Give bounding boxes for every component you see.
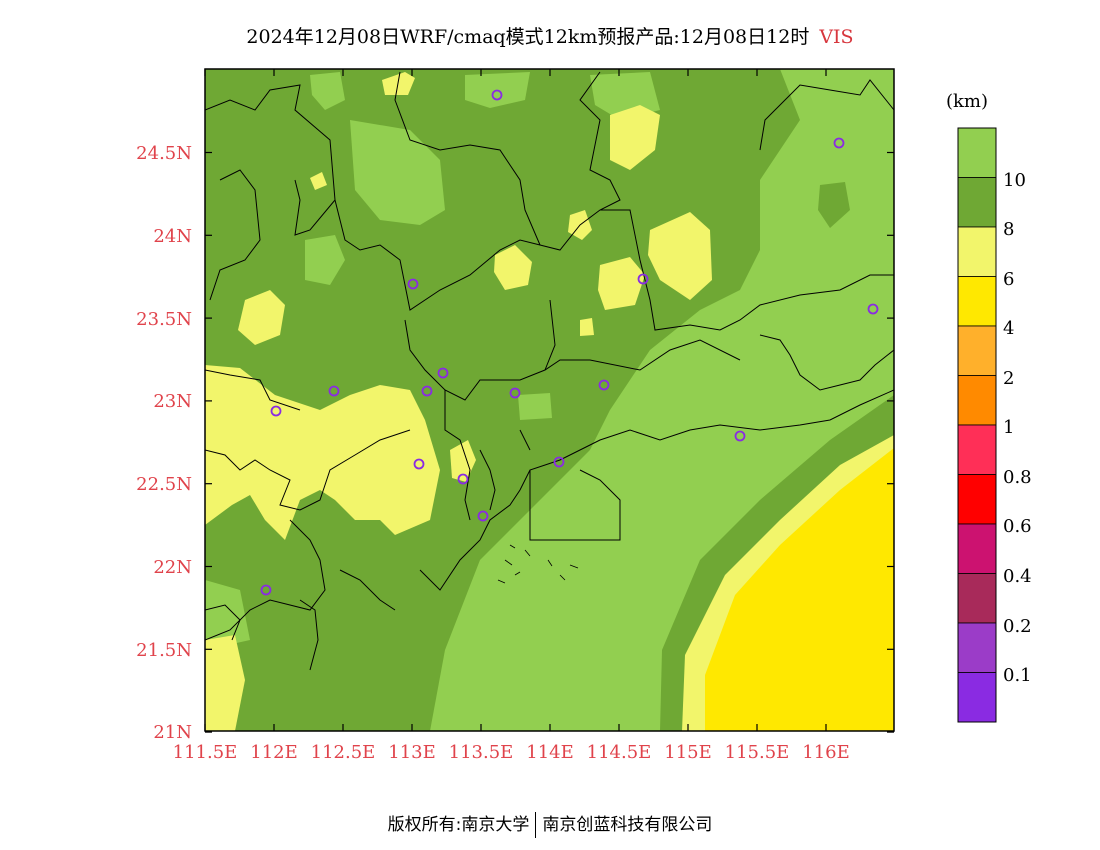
copyright-company: 南京创蓝科技有限公司 xyxy=(542,815,713,835)
x-tick-label: 115E xyxy=(664,742,712,763)
y-tick-label: 23.5N xyxy=(136,309,192,330)
station-marker xyxy=(413,458,425,470)
x-tick-label: 114E xyxy=(526,742,574,763)
colorbar-label: 1 xyxy=(1003,417,1014,438)
boundary-lines xyxy=(205,71,894,671)
copyright-footer: 版权所有:南京大学 南京创蓝科技有限公司 xyxy=(0,810,1100,838)
station-marker xyxy=(734,430,746,442)
colorbar-segment xyxy=(957,424,997,475)
colorbar-segment xyxy=(957,622,997,673)
station-marker xyxy=(437,367,449,379)
station-marker xyxy=(407,278,419,290)
variable-label: VIS xyxy=(819,26,854,48)
station-markers xyxy=(260,89,879,596)
colorbar-label: 0.8 xyxy=(1003,467,1032,488)
colorbar-segment xyxy=(957,276,997,327)
footer-divider xyxy=(535,812,537,838)
title-text: 2024年12月08日WRF/cmaq模式12km预报产品:12月08日12时 xyxy=(246,26,810,48)
y-tick-label: 23N xyxy=(153,391,192,412)
x-tick-label: 112.5E xyxy=(311,742,376,763)
y-tick-label: 24N xyxy=(153,226,192,247)
station-marker xyxy=(328,385,340,397)
colorbar-segments xyxy=(957,127,997,723)
colorbar: (km) 10 8 6 4 2 1 0.8 0.6 0.4 0.2 0.1 xyxy=(946,91,1032,723)
colorbar-label: 0.4 xyxy=(1003,566,1032,587)
y-axis-labels: 24.5N 24N 23.5N 23N 22.5N 22N 21.5N 21N xyxy=(136,143,192,743)
colorbar-label: 10 xyxy=(1003,170,1026,191)
y-tick-label: 22.5N xyxy=(136,474,192,495)
station-marker xyxy=(270,405,282,417)
copyright-owner: 版权所有:南京大学 xyxy=(387,815,530,835)
station-marker xyxy=(867,303,879,315)
x-tick-label: 115.5E xyxy=(725,742,790,763)
colorbar-label: 4 xyxy=(1003,318,1014,339)
station-marker xyxy=(637,273,649,285)
map-title: 2024年12月08日WRF/cmaq模式12km预报产品:12月08日12时 V… xyxy=(0,22,1100,49)
colorbar-segment xyxy=(957,226,997,277)
colorbar-segment xyxy=(957,672,997,723)
station-marker xyxy=(491,89,503,101)
visibility-field xyxy=(205,69,894,731)
station-marker xyxy=(260,584,272,596)
island-outlines xyxy=(497,544,579,584)
y-tick-label: 22N xyxy=(153,557,192,578)
colorbar-label: 0.2 xyxy=(1003,616,1032,637)
station-marker xyxy=(598,379,610,391)
colorbar-label: 2 xyxy=(1003,368,1014,389)
colorbar-segment xyxy=(957,177,997,228)
colorbar-label: 0.1 xyxy=(1003,665,1032,686)
station-marker xyxy=(833,137,845,149)
colorbar-frame xyxy=(957,127,997,723)
x-tick-label: 113E xyxy=(388,742,436,763)
colorbar-segment xyxy=(957,127,997,178)
colorbar-segment xyxy=(957,573,997,624)
y-tick-label: 21.5N xyxy=(136,640,192,661)
colorbar-segment xyxy=(957,523,997,574)
station-marker xyxy=(553,456,565,468)
station-marker xyxy=(477,510,489,522)
colorbar-label: 8 xyxy=(1003,219,1014,240)
station-marker xyxy=(457,473,469,485)
station-marker xyxy=(509,387,521,399)
y-tick-label: 21N xyxy=(153,722,192,743)
x-tick-label: 114.5E xyxy=(587,742,652,763)
colorbar-unit: (km) xyxy=(946,91,988,112)
station-marker xyxy=(421,385,433,397)
x-tick-label: 112E xyxy=(250,742,298,763)
colorbar-segment xyxy=(957,375,997,426)
colorbar-label: 6 xyxy=(1003,269,1014,290)
x-tick-label: 116E xyxy=(802,742,850,763)
colorbar-segment xyxy=(957,474,997,525)
x-axis-labels: 111.5E 112E 112.5E 113E 113.5E 114E 114.… xyxy=(173,742,850,763)
colorbar-segment xyxy=(957,325,997,376)
axis-ticks xyxy=(204,69,894,733)
colorbar-label: 0.6 xyxy=(1003,516,1032,537)
x-tick-label: 113.5E xyxy=(449,742,514,763)
y-tick-label: 24.5N xyxy=(136,143,192,164)
x-tick-label: 111.5E xyxy=(173,742,238,763)
